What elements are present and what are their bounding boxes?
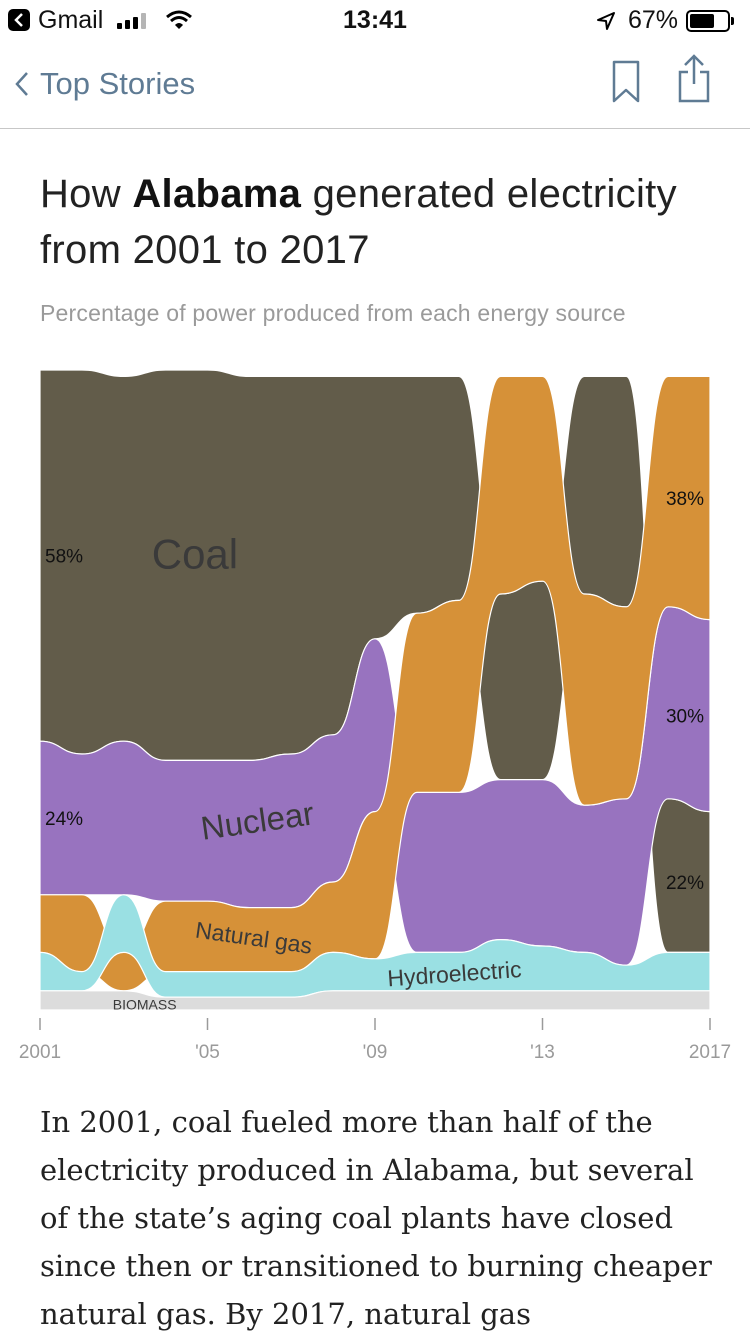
x-tick-label: '09 bbox=[363, 1042, 388, 1063]
location-arrow-icon bbox=[596, 11, 616, 36]
signal-icon bbox=[117, 13, 151, 34]
back-button[interactable]: Top Stories bbox=[14, 64, 195, 104]
pct-label-natural-gas-2017: 38% bbox=[666, 489, 704, 510]
title-suffix: generated electricity from 2001 to 2017 bbox=[40, 172, 677, 272]
chart-areas bbox=[39, 369, 711, 1011]
status-app-name[interactable]: Gmail bbox=[38, 6, 104, 34]
pct-label-coal-2001: 58% bbox=[45, 547, 83, 568]
area-biomass bbox=[39, 990, 711, 1011]
pct-label-coal-2017: 22% bbox=[666, 873, 704, 894]
pct-label-nuclear-2001: 24% bbox=[45, 809, 83, 830]
x-axis: 2001 '05 '09 '13 2017 bbox=[19, 1018, 731, 1063]
article-paragraph: In 2001, coal fueled more than half of t… bbox=[40, 1105, 712, 1331]
title-state: Alabama bbox=[132, 172, 302, 216]
pct-label-nuclear-2017: 30% bbox=[666, 707, 704, 728]
status-time: 13:41 bbox=[343, 6, 407, 34]
chart-subtitle: Percentage of power produced from each e… bbox=[40, 300, 626, 326]
back-button-label: Top Stories bbox=[40, 66, 196, 101]
status-bar: Gmail 13:41 67% bbox=[0, 0, 750, 40]
wifi-icon bbox=[165, 9, 193, 36]
battery-cap bbox=[731, 17, 734, 25]
x-tick-label: '13 bbox=[530, 1042, 555, 1063]
x-tick-label: 2001 bbox=[19, 1042, 61, 1063]
share-icon[interactable] bbox=[676, 54, 712, 104]
x-tick-label: 2017 bbox=[689, 1042, 731, 1063]
battery-level bbox=[690, 14, 715, 28]
battery-icon bbox=[686, 10, 730, 32]
bookmark-icon[interactable] bbox=[611, 60, 641, 104]
chevron-left-icon bbox=[15, 72, 28, 96]
page-title: How Alabama generated electricity from 2… bbox=[40, 166, 720, 278]
series-label-coal: Coal bbox=[152, 530, 238, 577]
back-to-app-icon[interactable] bbox=[8, 9, 30, 31]
x-tick-label: '05 bbox=[195, 1042, 220, 1063]
series-label-biomass: BIOMASS bbox=[113, 997, 177, 1013]
title-prefix: How bbox=[40, 172, 133, 216]
battery-percentage: 67% bbox=[628, 6, 679, 34]
electricity-mix-chart: 2001'05'09'13 2017 58%24%38%30%22%CoalNuc… bbox=[19, 369, 731, 1063]
navigation-bar: Top Stories bbox=[0, 40, 750, 129]
